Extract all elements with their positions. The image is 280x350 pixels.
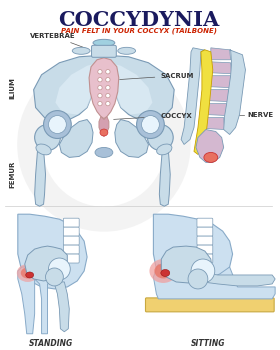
Ellipse shape [150, 259, 177, 283]
Polygon shape [99, 117, 109, 136]
FancyBboxPatch shape [63, 236, 79, 245]
Circle shape [44, 111, 71, 139]
FancyBboxPatch shape [63, 254, 79, 263]
Text: COCCYDYNIA: COCCYDYNIA [58, 10, 219, 30]
Polygon shape [115, 120, 148, 158]
Circle shape [188, 269, 208, 289]
FancyBboxPatch shape [92, 46, 116, 57]
Polygon shape [107, 63, 152, 114]
Circle shape [106, 85, 110, 90]
Text: FEMUR: FEMUR [9, 161, 15, 188]
Text: STANDING: STANDING [29, 339, 74, 348]
Polygon shape [209, 76, 232, 88]
Circle shape [98, 102, 102, 106]
Ellipse shape [26, 272, 34, 278]
Polygon shape [89, 58, 119, 119]
Ellipse shape [100, 129, 108, 136]
FancyBboxPatch shape [197, 236, 213, 245]
Ellipse shape [72, 47, 90, 54]
Polygon shape [203, 273, 275, 286]
Ellipse shape [154, 264, 172, 279]
Circle shape [141, 116, 159, 133]
Ellipse shape [157, 144, 172, 155]
Text: ILIUM: ILIUM [9, 77, 15, 99]
FancyBboxPatch shape [146, 298, 274, 312]
Text: SACRUM: SACRUM [120, 73, 194, 79]
Polygon shape [224, 50, 246, 134]
Text: PAIN FELT IN YOUR COCCYX (TAILBONE): PAIN FELT IN YOUR COCCYX (TAILBONE) [60, 28, 216, 34]
Text: VERTEBRAE: VERTEBRAE [30, 33, 87, 49]
Ellipse shape [17, 264, 39, 282]
Ellipse shape [95, 147, 113, 158]
Ellipse shape [161, 270, 170, 276]
Circle shape [98, 70, 102, 74]
Polygon shape [153, 214, 233, 291]
Circle shape [48, 258, 70, 280]
FancyBboxPatch shape [197, 254, 213, 263]
Polygon shape [25, 246, 67, 281]
Circle shape [106, 93, 110, 98]
Polygon shape [18, 214, 87, 289]
Circle shape [48, 116, 66, 133]
Polygon shape [159, 149, 170, 206]
Ellipse shape [93, 39, 115, 46]
Circle shape [106, 70, 110, 74]
FancyBboxPatch shape [63, 227, 79, 236]
Circle shape [106, 102, 110, 106]
FancyBboxPatch shape [63, 218, 79, 227]
Ellipse shape [21, 267, 35, 279]
Polygon shape [104, 56, 174, 121]
FancyBboxPatch shape [197, 227, 213, 236]
Polygon shape [55, 63, 101, 114]
Text: SITTING: SITTING [191, 339, 225, 348]
Polygon shape [207, 104, 228, 116]
Text: COCCYX: COCCYX [114, 113, 192, 119]
Ellipse shape [36, 144, 51, 155]
Polygon shape [161, 246, 212, 283]
Circle shape [46, 268, 63, 286]
Ellipse shape [118, 47, 136, 54]
FancyBboxPatch shape [197, 218, 213, 227]
Polygon shape [210, 62, 232, 74]
Polygon shape [208, 90, 230, 102]
Polygon shape [196, 130, 224, 162]
FancyBboxPatch shape [63, 245, 79, 254]
Polygon shape [153, 264, 275, 299]
Polygon shape [181, 48, 205, 145]
Circle shape [148, 125, 173, 150]
Polygon shape [206, 118, 225, 130]
Polygon shape [18, 267, 54, 334]
FancyBboxPatch shape [197, 245, 213, 254]
Ellipse shape [204, 153, 218, 162]
Circle shape [137, 111, 164, 139]
Polygon shape [34, 56, 104, 121]
Polygon shape [35, 149, 46, 206]
Polygon shape [59, 120, 93, 158]
Circle shape [35, 125, 60, 150]
Polygon shape [54, 282, 69, 332]
Text: NERVE: NERVE [248, 112, 274, 118]
Circle shape [98, 93, 102, 98]
Circle shape [106, 77, 110, 82]
Circle shape [98, 77, 102, 82]
Circle shape [98, 85, 102, 90]
Circle shape [191, 259, 215, 283]
Polygon shape [194, 50, 213, 154]
Polygon shape [211, 48, 231, 60]
